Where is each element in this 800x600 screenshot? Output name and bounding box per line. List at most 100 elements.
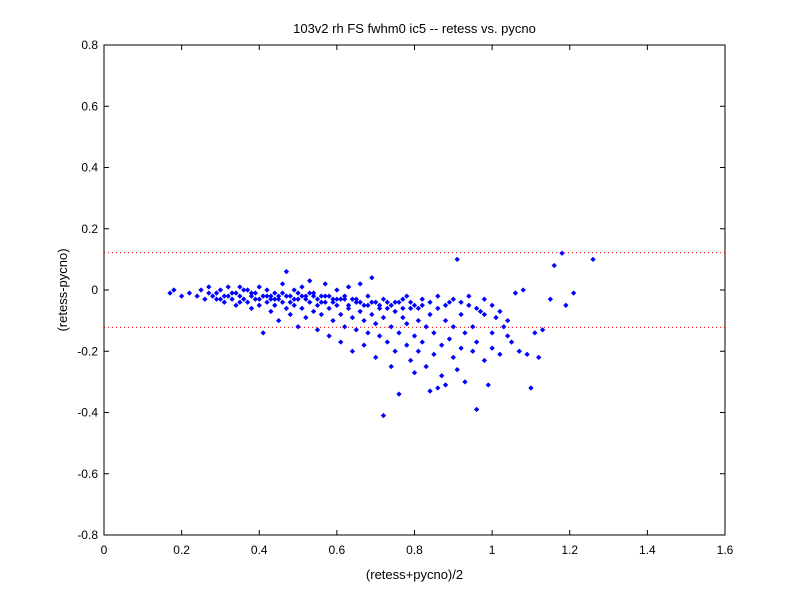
data-point — [213, 290, 220, 296]
data-point — [380, 314, 387, 321]
data-point — [551, 262, 557, 269]
data-point — [275, 296, 282, 302]
data-point — [314, 327, 321, 333]
data-point — [365, 293, 371, 299]
data-point — [563, 302, 569, 309]
data-point — [469, 323, 476, 330]
data-point — [493, 314, 499, 321]
x-tick-label: 1.6 — [717, 543, 734, 557]
axis-ticks: 0 0.2 0.4 0.6 0.8 1 1.2 1.4 1.6 -0.8 -0.6 -0.4 -0.2 0… — [77, 38, 733, 557]
data-point — [326, 293, 332, 299]
data-point — [388, 323, 394, 330]
data-point — [338, 296, 344, 302]
data-point — [252, 296, 259, 302]
data-point — [217, 287, 224, 293]
data-point — [481, 357, 488, 364]
data-point — [221, 293, 228, 299]
data-point — [206, 284, 212, 290]
x-axis-label: (retess+pycno)/2 — [366, 567, 463, 582]
data-point — [283, 293, 290, 299]
data-point — [353, 327, 360, 333]
data-point — [411, 302, 418, 309]
data-point — [384, 299, 391, 306]
data-point — [466, 293, 472, 299]
data-point — [400, 314, 406, 321]
data-point — [279, 299, 286, 306]
data-point — [240, 296, 247, 302]
data-point — [516, 348, 523, 355]
y-tick-label: 0.2 — [81, 222, 98, 236]
data-point — [539, 327, 546, 333]
data-point — [438, 342, 445, 348]
data-point — [217, 296, 224, 302]
data-point — [291, 287, 297, 293]
data-point — [458, 345, 464, 351]
y-tick-label: 0.8 — [81, 38, 98, 52]
data-point — [221, 299, 228, 306]
x-tick-label: 0.8 — [406, 543, 423, 557]
data-point — [388, 302, 394, 309]
data-point — [396, 330, 402, 336]
data-point — [303, 314, 309, 321]
data-point — [306, 278, 313, 284]
data-point — [322, 281, 328, 287]
data-point — [435, 293, 441, 299]
data-point — [365, 302, 371, 309]
data-point — [535, 354, 542, 361]
data-point — [322, 293, 328, 299]
data-point — [206, 290, 212, 296]
data-point — [361, 302, 367, 309]
data-point — [473, 406, 480, 413]
data-point — [291, 302, 297, 309]
data-point — [369, 299, 375, 306]
data-point — [446, 299, 453, 306]
data-point — [279, 290, 286, 296]
data-point — [256, 284, 263, 290]
data-point — [435, 305, 441, 312]
y-tick-label: -0.2 — [77, 344, 98, 358]
data-point — [334, 287, 340, 293]
data-point — [450, 354, 457, 361]
data-point — [497, 351, 503, 358]
y-tick-label: -0.6 — [77, 467, 98, 481]
data-point — [415, 317, 422, 324]
data-point — [260, 330, 266, 336]
data-point — [237, 293, 243, 299]
data-point — [481, 296, 488, 302]
data-point — [240, 287, 247, 293]
data-point — [477, 308, 484, 315]
x-tick-label: 1 — [489, 543, 496, 557]
data-point — [361, 342, 367, 348]
data-point — [384, 305, 391, 312]
data-point — [310, 308, 317, 315]
data-point — [334, 296, 340, 302]
data-point — [248, 290, 255, 296]
data-point — [473, 339, 480, 345]
data-point — [225, 293, 231, 299]
data-point — [489, 345, 495, 351]
data-point — [403, 293, 410, 299]
data-point — [442, 302, 449, 309]
data-point — [392, 348, 398, 355]
data-point — [570, 290, 577, 296]
data-point — [244, 299, 251, 306]
x-tick-label: 0.4 — [251, 543, 268, 557]
data-point — [520, 287, 526, 293]
data-point — [372, 299, 379, 306]
data-point — [248, 293, 255, 299]
data-point — [466, 302, 472, 309]
data-point — [330, 317, 336, 324]
data-point — [372, 320, 379, 327]
x-tick-label: 0.6 — [329, 543, 346, 557]
data-point — [392, 308, 398, 315]
y-tick-label: 0.4 — [81, 161, 98, 175]
data-point — [508, 339, 515, 345]
data-point — [462, 379, 468, 385]
data-point — [427, 299, 433, 306]
data-point — [407, 299, 414, 306]
data-point — [171, 287, 177, 293]
data-point — [547, 296, 554, 302]
data-point — [283, 305, 290, 312]
data-point — [287, 311, 294, 318]
data-point — [504, 333, 511, 339]
